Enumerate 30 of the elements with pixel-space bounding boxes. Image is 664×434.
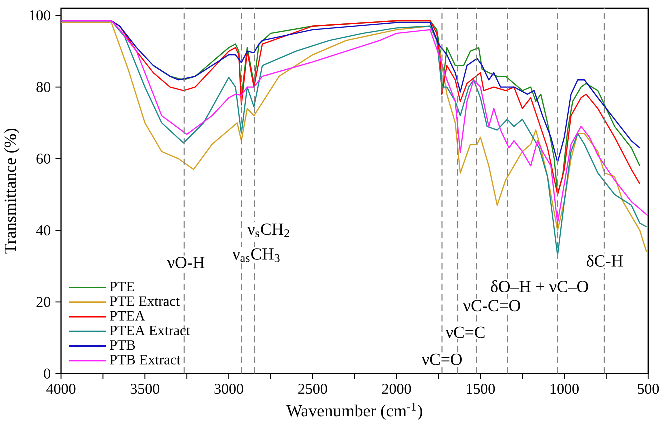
annotation: δO–H + νC–O — [491, 280, 588, 293]
legend-label: PTE Extract — [110, 296, 180, 306]
annotation: νC-C=O — [463, 300, 520, 312]
annotation: ν$_{as}$CH$_{3}$ — [232, 248, 280, 262]
annotation: νC=C — [446, 326, 485, 338]
y-tick-label: 0 — [44, 368, 51, 380]
x-tick-label: 3500 — [130, 384, 160, 394]
annotation: ν$_{s}$CH$_{2}$ — [248, 224, 290, 238]
annotation: νO-H — [167, 257, 205, 269]
legend-label: PTE — [110, 282, 134, 292]
annotation: νC=O — [422, 354, 462, 366]
y-tick-label: 80 — [36, 82, 51, 92]
annotation: δC-H — [587, 255, 624, 268]
legend-label: PTEA Extract — [110, 326, 190, 336]
x-tick-label: 1500 — [466, 384, 496, 394]
legend-label: PTB — [110, 340, 136, 350]
x-tick-label: 2000 — [382, 384, 412, 394]
x-tick-label: 4000 — [46, 384, 76, 394]
legend-label: PTEA — [110, 311, 146, 321]
y-tick-label: 60 — [36, 154, 51, 164]
x-tick-label: 2500 — [298, 384, 328, 394]
x-tick-label: 3000 — [214, 384, 244, 394]
x-tick-label: 500 — [638, 384, 660, 394]
y-tick-label: 20 — [36, 297, 51, 308]
y-axis-title: Transmittance (%) — [4, 129, 20, 254]
x-tick-label: 1000 — [550, 384, 579, 394]
y-tick-label: 40 — [36, 226, 51, 236]
legend-label: PTB Extract — [110, 355, 181, 365]
y-tick-label: 100 — [30, 10, 51, 21]
x-axis-title: Wavenumber (cm$^{-1}$) — [286, 403, 422, 420]
